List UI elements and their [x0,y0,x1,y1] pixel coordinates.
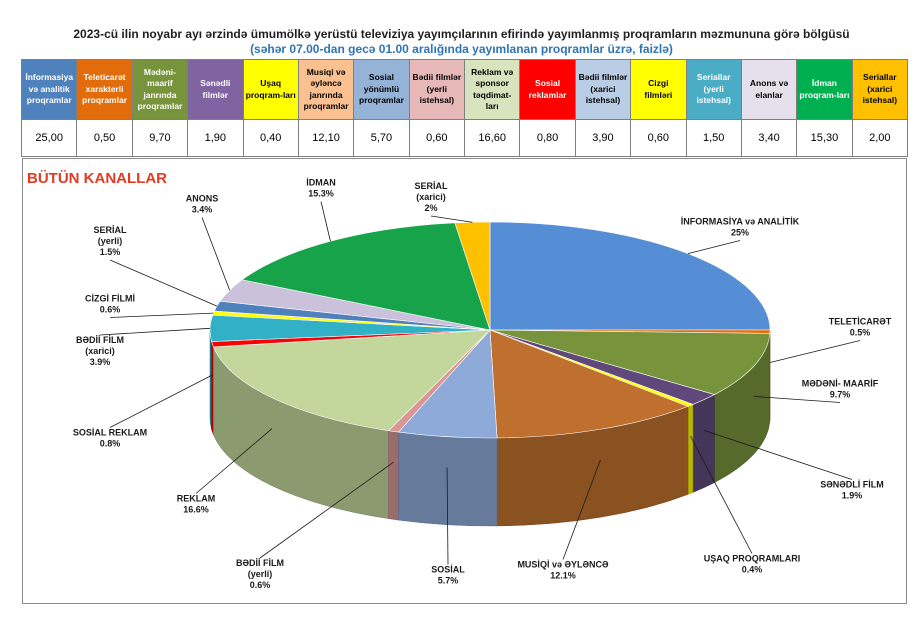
slice-label-14: İDMAN 15.3% [306,178,336,199]
slice-label-11: CİZGİ FİLMİ 0.6% [85,294,135,315]
slice-label-9: SOSİAL REKLAM 0.8% [73,428,147,449]
value-cell: 0,40 [242,119,299,157]
value-cell: 15,30 [796,119,853,157]
leader-line-1 [769,340,861,363]
header-cell: Bədii filmlər (xarici istehsal) [574,59,632,120]
header-cell: Sosial reklamlar [519,59,576,120]
header-cell: Mədəni-maarif janrında proqramlar [131,59,189,120]
header-cell: Reklam və sponsor təqdimat-ları [463,59,521,120]
page-title: 2023-cü ilin noyabr ayı ərzində ümumölkə… [73,27,850,41]
value-cell: 2,00 [851,119,909,157]
header-cell: Teleticarət xarakterli proqramlar [76,59,133,120]
header-cell: Seriallar (yerli istehsal) [685,59,742,120]
header-cell: Bədii filmlər (yerli istehsal) [408,59,466,120]
leader-line-7 [259,461,394,559]
leader-line-10 [99,327,211,336]
leader-line-0 [687,240,741,255]
value-cell: 3,90 [574,119,632,157]
slice-label-5: MUSİQİ və ƏYLƏNCƏ 12.1% [517,560,609,581]
leader-line-13 [201,217,231,291]
leader-line-14 [320,201,331,242]
leader-line-11 [109,312,214,318]
header-cell: Cizgi filmləri [630,59,687,120]
slice-label-1: TELETİCARƏT 0.5% [829,317,892,338]
slice-label-3: SƏNƏDLİ FİLM 1.9% [820,480,884,501]
leader-line-4 [690,436,753,554]
leader-line-8 [195,428,273,494]
value-cell: 25,00 [20,119,78,157]
pie-side-4 [687,404,694,495]
pie-slice-8 [213,329,491,431]
leader-line-3 [703,430,853,480]
pie-side-7 [388,430,399,521]
header-cell: Musiqi və əyləncə janrında proqramlar [297,59,355,120]
value-cell: 0,80 [519,119,576,157]
slice-label-7: BƏDİİ FİLM (yerli) 0.6% [236,558,284,590]
value-cell: 1,90 [187,119,244,157]
category-value-row: 25,00 0,50 9,70 1,90 0,40 12,10 5,70 0,6… [20,119,909,157]
leader-line-9 [109,374,213,428]
pie-side-9 [211,341,214,435]
slice-label-8: REKLAM 16.6% [177,494,216,515]
header-cell: Sənədli filmlər [187,59,244,120]
pie-slice-0 [489,221,771,331]
pie-side-3 [692,394,715,493]
slice-label-0: İNFORMASİYA və ANALİTİK 25% [681,217,800,238]
value-cell: 0,50 [76,119,133,157]
header-cell: İnformasiya və analitik proqramlar [20,59,78,120]
leader-line-6 [446,467,449,565]
slice-label-12: SERİAL (yerli) 1.5% [93,225,127,257]
header-cell: Anons və elanlar [740,59,798,120]
slice-label-15: SERİAL (xarici) 2% [414,181,448,213]
value-cell: 12,10 [297,119,355,157]
pie-slice-14 [241,222,491,331]
value-cell: 5,70 [353,119,410,157]
header-cell: Sosial yönümlü proqramlar [353,59,410,120]
chart-title: BÜTÜN KANALLAR [27,170,167,187]
slice-label-10: BƏDİİ FİLM (xarici) 3.9% [76,335,124,367]
slice-label-2: MƏDƏNİ- MAARİF 9.7% [802,379,879,400]
value-cell: 0,60 [630,119,687,157]
slice-label-6: SOSİAL 5.7% [431,565,465,586]
value-cell: 9,70 [131,119,189,157]
slice-label-4: UŞAQ PROQRAMLARI 0.4% [704,554,801,575]
page-subtitle: (səhər 07.00-dan gecə 01.00 aralığında y… [250,42,673,56]
header-cell: Uşaq proqram-ları [242,59,299,120]
chart-frame [22,158,907,604]
leader-line-15 [430,215,473,223]
pie-slice-2 [489,329,771,395]
leader-line-12 [109,259,218,307]
slice-label-13: ANONS 3.4% [186,194,219,215]
pie-slice-15 [454,221,491,331]
value-cell: 1,50 [685,119,742,157]
pie-slice-5 [489,329,689,439]
category-header-row: İnformasiya və analitik proqramlar Telet… [20,59,909,120]
value-cell: 0,60 [408,119,466,157]
leader-line-2 [754,396,841,403]
header-cell: Seriallar (xarici istehsal) [851,59,909,120]
leader-line-5 [562,459,601,560]
value-cell: 16,60 [463,119,521,157]
category-table: İnformasiya və analitik proqramlar Telet… [20,59,909,157]
